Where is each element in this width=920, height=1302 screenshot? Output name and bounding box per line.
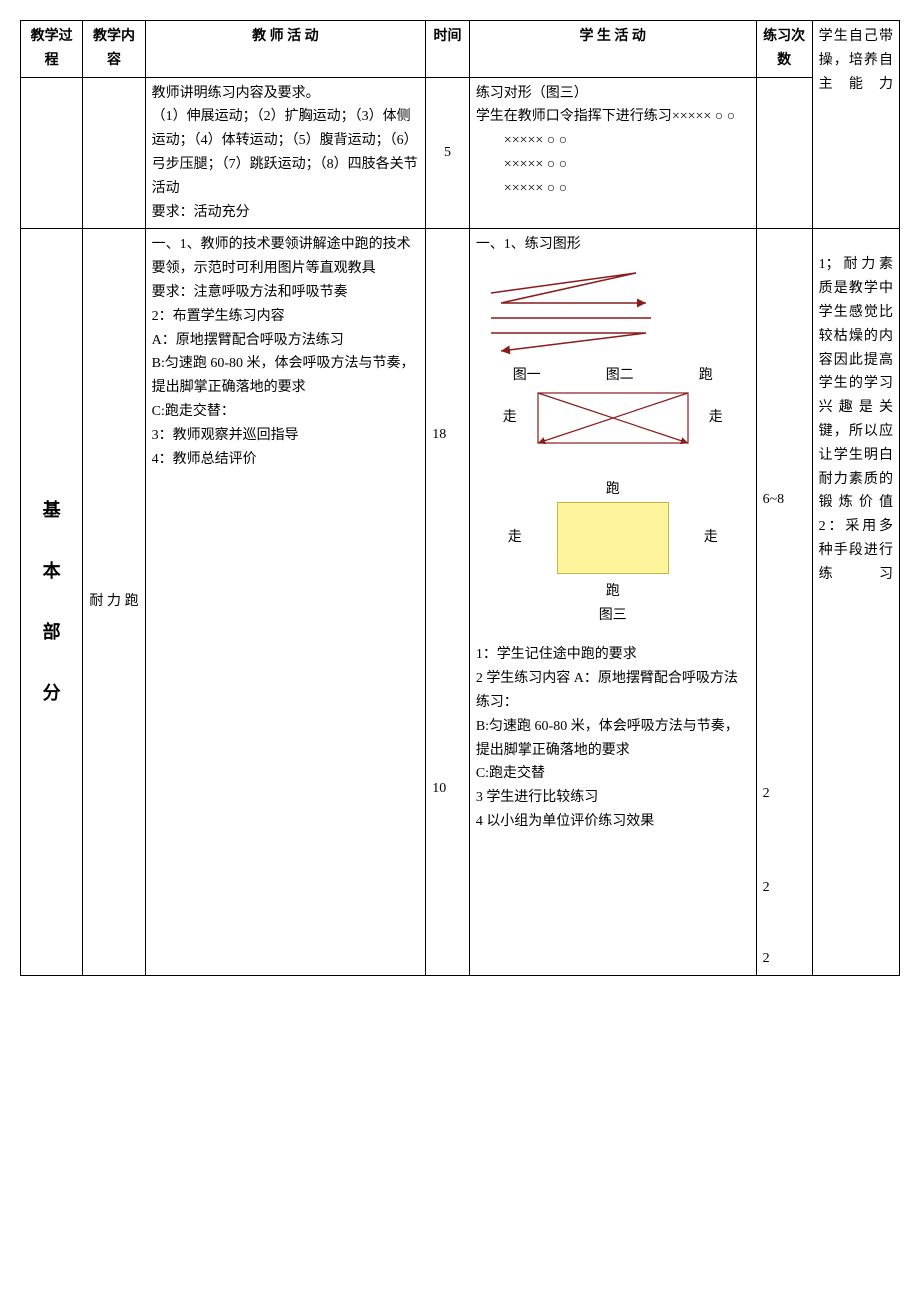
time-18: 18 bbox=[432, 423, 463, 447]
main-count: 6~8 2 2 2 bbox=[756, 229, 812, 975]
note-n1: 1；耐力素质是教学中学生感觉比较枯燥的内容因此提高学生的学习兴趣是关键，所以应让… bbox=[819, 253, 893, 515]
fig3-zou-left: 走 bbox=[508, 526, 522, 550]
count-3: 2 bbox=[763, 876, 806, 900]
warmup-process bbox=[21, 77, 83, 229]
student-s1: 1：学生记住途中跑的要求 bbox=[476, 643, 750, 667]
figure-1-svg bbox=[476, 263, 666, 358]
teacher-p3: 2：布置学生练习内容 bbox=[152, 305, 420, 329]
warmup-student-l1: 练习对形（图三） bbox=[476, 82, 750, 106]
figure-2: 图一 图二 跑 走 bbox=[476, 364, 750, 448]
student-s4: C:跑走交替 bbox=[476, 762, 750, 786]
formation-row-4: ××××× ○ ○ bbox=[476, 177, 750, 201]
note-n2: 2：采用多种手段进行练习 bbox=[819, 515, 893, 586]
warmup-teacher: 教师讲明练习内容及要求。 （1）伸展运动；（2）扩胸运动；（3）体侧运动；（4）… bbox=[145, 77, 426, 229]
warmup-row: 教师讲明练习内容及要求。 （1）伸展运动；（2）扩胸运动；（3）体侧运动；（4）… bbox=[21, 77, 900, 229]
warmup-teacher-items: （1）伸展运动；（2）扩胸运动；（3）体侧运动；（4）体转运动；（5）腹背运动；… bbox=[152, 105, 420, 200]
student-title: 一、1、练习图形 bbox=[476, 233, 750, 257]
fig2-zou-left: 走 bbox=[503, 406, 517, 430]
header-count: 练习次数 bbox=[756, 21, 812, 78]
count-1: 6~8 bbox=[763, 488, 806, 512]
fig3-pao-top: 跑 bbox=[476, 478, 750, 502]
main-teacher: 一、1、教师的技术要领讲解途中跑的技术要领，示范时可利用图片等直观教具 要求：注… bbox=[145, 229, 426, 975]
header-time: 时间 bbox=[426, 21, 470, 78]
fig3-zou-right: 走 bbox=[704, 526, 718, 550]
warmup-teacher-req: 要求：活动充分 bbox=[152, 201, 420, 225]
teacher-p1: 一、1、教师的技术要领讲解途中跑的技术要领，示范时可利用图片等直观教具 bbox=[152, 233, 420, 281]
count-4: 2 bbox=[763, 947, 806, 971]
header-teacher: 教 师 活 动 bbox=[145, 21, 426, 78]
main-time: 18 10 bbox=[426, 229, 470, 975]
fig3-pao-bottom: 跑 bbox=[476, 580, 750, 604]
header-process: 教学过程 bbox=[21, 21, 83, 78]
warmup-student-l2: 学生在教师口令指挥下进行练习××××× ○ ○ bbox=[476, 105, 750, 129]
lesson-plan-page: 教学过程 教学内容 教 师 活 动 时间 学 生 活 动 练习次数 学生自己带操… bbox=[20, 20, 900, 976]
main-student: 一、1、练习图形 图一 图二 bbox=[469, 229, 756, 975]
figure-3: 跑 走 走 跑 图三 bbox=[476, 478, 750, 627]
student-s3: B:匀速跑 60-80 米，体会呼吸方法与节奏，提出脚掌正确落地的要求 bbox=[476, 715, 750, 763]
student-s5: 3 学生进行比较练习 bbox=[476, 786, 750, 810]
time-10: 10 bbox=[432, 777, 463, 801]
main-process: 基本部分 bbox=[21, 229, 83, 975]
yellow-rect-icon bbox=[557, 502, 669, 574]
fig3-label: 图三 bbox=[476, 604, 750, 628]
teacher-p5: B:匀速跑 60-80 米，体会呼吸方法与节奏，提出脚掌正确落地的要求 bbox=[152, 352, 420, 400]
figure-1 bbox=[476, 263, 750, 358]
fig2-label: 图二 bbox=[541, 364, 699, 388]
formation-row-2: ××××× ○ ○ bbox=[476, 129, 750, 153]
warmup-time: 5 bbox=[426, 77, 470, 229]
lesson-plan-table: 教学过程 教学内容 教 师 活 动 时间 学 生 活 动 练习次数 学生自己带操… bbox=[20, 20, 900, 976]
formation-row-3: ××××× ○ ○ bbox=[476, 153, 750, 177]
student-s2: 2 学生练习内容 A：原地摆臂配合呼吸方法练习： bbox=[476, 667, 750, 715]
student-s6: 4 以小组为单位评价练习效果 bbox=[476, 810, 750, 834]
teacher-p6: C:跑走交替： bbox=[152, 400, 420, 424]
warmup-teacher-intro: 教师讲明练习内容及要求。 bbox=[152, 82, 420, 106]
count-2: 2 bbox=[763, 782, 806, 806]
teacher-p7: 3：教师观察并巡回指导 bbox=[152, 424, 420, 448]
header-content: 教学内容 bbox=[83, 21, 145, 78]
main-content: 耐力跑 bbox=[83, 229, 145, 975]
warmup-count bbox=[756, 77, 812, 229]
teacher-p2: 要求：注意呼吸方法和呼吸节奏 bbox=[152, 281, 420, 305]
table-header-row: 教学过程 教学内容 教 师 活 动 时间 学 生 活 动 练习次数 学生自己带操… bbox=[21, 21, 900, 78]
warmup-student: 练习对形（图三） 学生在教师口令指挥下进行练习××××× ○ ○ ××××× ○… bbox=[469, 77, 756, 229]
figure-2-svg bbox=[533, 388, 693, 448]
note-top: 学生自己带操，培养自主能力 bbox=[812, 21, 899, 229]
main-section-row: 基本部分 耐力跑 一、1、教师的技术要领讲解途中跑的技术要领，示范时可利用图片等… bbox=[21, 229, 900, 975]
main-note: 1；耐力素质是教学中学生感觉比较枯燥的内容因此提高学生的学习兴趣是关键，所以应让… bbox=[812, 229, 899, 975]
teacher-p8: 4：教师总结评价 bbox=[152, 448, 420, 472]
fig2-pao: 跑 bbox=[699, 364, 713, 388]
warmup-content bbox=[83, 77, 145, 229]
fig2-zou-right: 走 bbox=[709, 406, 723, 430]
header-student: 学 生 活 动 bbox=[469, 21, 756, 78]
fig1-label: 图一 bbox=[513, 364, 541, 388]
teacher-p4: A：原地摆臂配合呼吸方法练习 bbox=[152, 329, 420, 353]
